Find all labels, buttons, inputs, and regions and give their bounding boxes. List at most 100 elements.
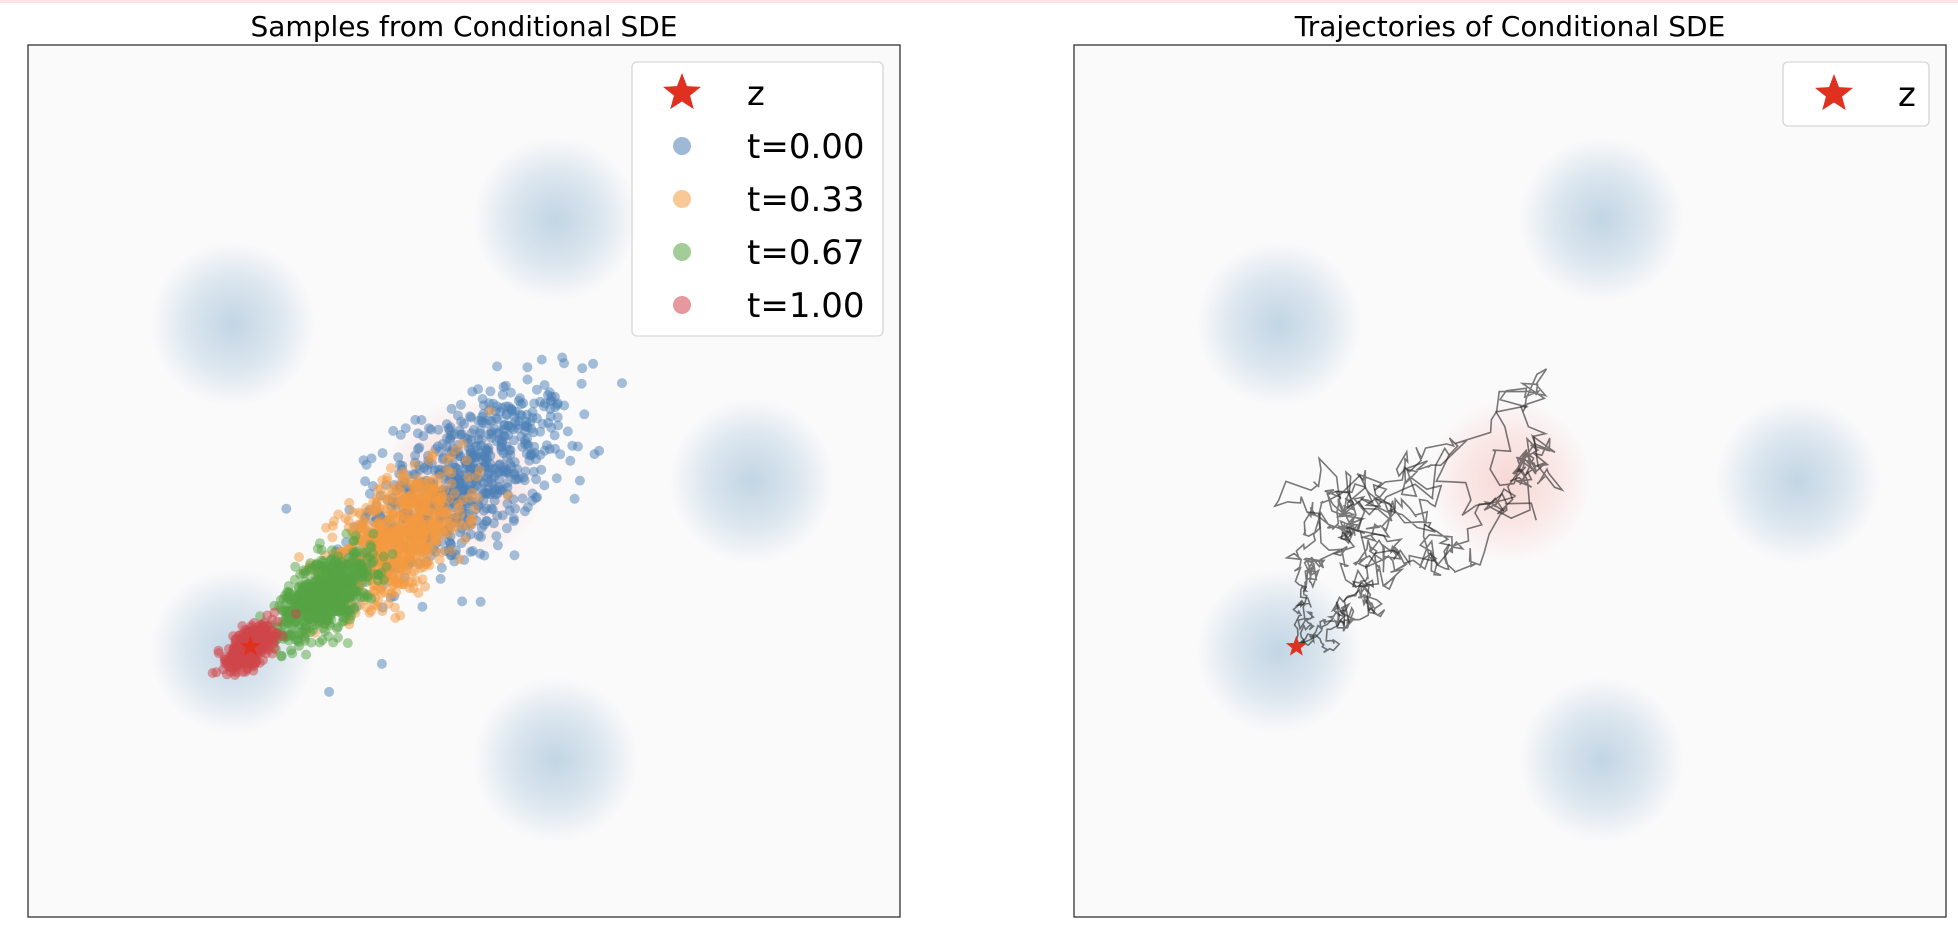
scatter-point (559, 400, 570, 411)
scatter-point (258, 623, 269, 634)
density-background-right (1074, 45, 1946, 917)
top-border-line (0, 0, 1958, 3)
scatter-point (306, 598, 317, 609)
scatter-point (441, 441, 452, 452)
scatter-point (413, 587, 424, 598)
scatter-point (506, 461, 517, 472)
scatter-point (510, 503, 521, 514)
scatter-point (361, 502, 372, 513)
scatter-point (455, 399, 466, 410)
scatter-point (272, 616, 283, 627)
scatter-point (301, 579, 312, 590)
legend-label: t=0.33 (747, 180, 865, 220)
scatter-point (320, 561, 331, 571)
scatter-point (213, 648, 224, 659)
legend-box-right (1782, 61, 1930, 127)
scatter-point (429, 473, 440, 484)
scatter-point (276, 650, 287, 661)
scatter-point (385, 483, 396, 494)
scatter-point (328, 567, 339, 578)
chart-title-right: Trajectories of Conditional SDE (1294, 10, 1726, 43)
legend-label: t=1.00 (747, 286, 865, 326)
scatter-point (331, 623, 342, 634)
scatter-point (416, 546, 427, 557)
scatter-point (381, 561, 392, 572)
scatter-point (376, 588, 387, 599)
scatter-point (254, 639, 265, 650)
data-density-blob (1518, 677, 1685, 843)
scatter-point (341, 528, 352, 539)
scatter-point (324, 686, 335, 697)
scatter-point (385, 522, 396, 533)
scatter-point (425, 506, 436, 517)
legend-marker (673, 190, 691, 208)
scatter-point (323, 581, 334, 592)
scatter-point (455, 508, 466, 519)
scatter-point (349, 562, 360, 572)
scatter-point (374, 502, 385, 513)
scatter-point (461, 455, 472, 466)
scatter-point (446, 403, 457, 414)
scatter-point (420, 490, 431, 501)
scatter-point (465, 411, 475, 422)
scatter-point (482, 477, 493, 488)
scatter-point (350, 547, 361, 558)
scatter-point (345, 614, 355, 625)
scatter-point (491, 531, 502, 542)
scatter-point (501, 523, 512, 534)
scatter-point (308, 624, 319, 635)
scatter-point (492, 401, 502, 412)
scatter-point (550, 443, 560, 454)
scatter-point (360, 476, 371, 487)
scatter-point (347, 507, 358, 517)
scatter-point (393, 512, 404, 522)
samples-panel: Samples from Conditional SDE z t=0.00 t=0.… (27, 10, 901, 918)
scatter-point (484, 398, 495, 409)
axes-frame-left (27, 44, 901, 918)
scatter-point (355, 592, 366, 603)
scatter-point (340, 513, 351, 524)
scatter-point (366, 453, 377, 464)
scatter-point (521, 448, 532, 459)
target-star-marker (239, 635, 261, 656)
scatter-point (576, 378, 587, 389)
legend-label: z (1898, 75, 1916, 115)
legend-label: t=0.00 (747, 127, 865, 167)
scatter-point (312, 575, 323, 586)
scatter-point (292, 635, 303, 646)
scatter-point (444, 518, 455, 529)
scatter-point (452, 410, 463, 421)
scatter-point (478, 505, 489, 516)
scatter-point (488, 518, 499, 529)
scatter-point (429, 531, 440, 542)
scatter-point (457, 596, 468, 607)
scatter-point (395, 578, 406, 589)
scatter-point (528, 427, 539, 438)
scatter-point (219, 654, 230, 665)
scatter-point (349, 535, 360, 546)
data-density-blob (1196, 568, 1362, 734)
scatter-point (290, 561, 301, 572)
scatter-point (387, 549, 398, 559)
scatter-point (301, 649, 312, 660)
scatter-point (378, 551, 389, 562)
scatter-point (535, 396, 546, 407)
scatter-point (323, 600, 334, 611)
scatter-point (289, 574, 300, 585)
scatter-point (434, 554, 445, 565)
scatter-point (207, 668, 218, 678)
scatter-point (486, 503, 497, 514)
scatter-point (271, 627, 282, 638)
scatter-point (395, 429, 406, 440)
scatter-point (287, 648, 298, 659)
scatter-point (393, 452, 404, 463)
scatter-point (559, 358, 570, 369)
legend-marker (673, 243, 691, 261)
scatter-point (572, 441, 583, 452)
scatter-point (355, 509, 366, 520)
scatter-point (473, 415, 484, 426)
scatter-point (589, 449, 600, 460)
scatter-point (409, 459, 420, 470)
scatter-point (457, 438, 468, 449)
